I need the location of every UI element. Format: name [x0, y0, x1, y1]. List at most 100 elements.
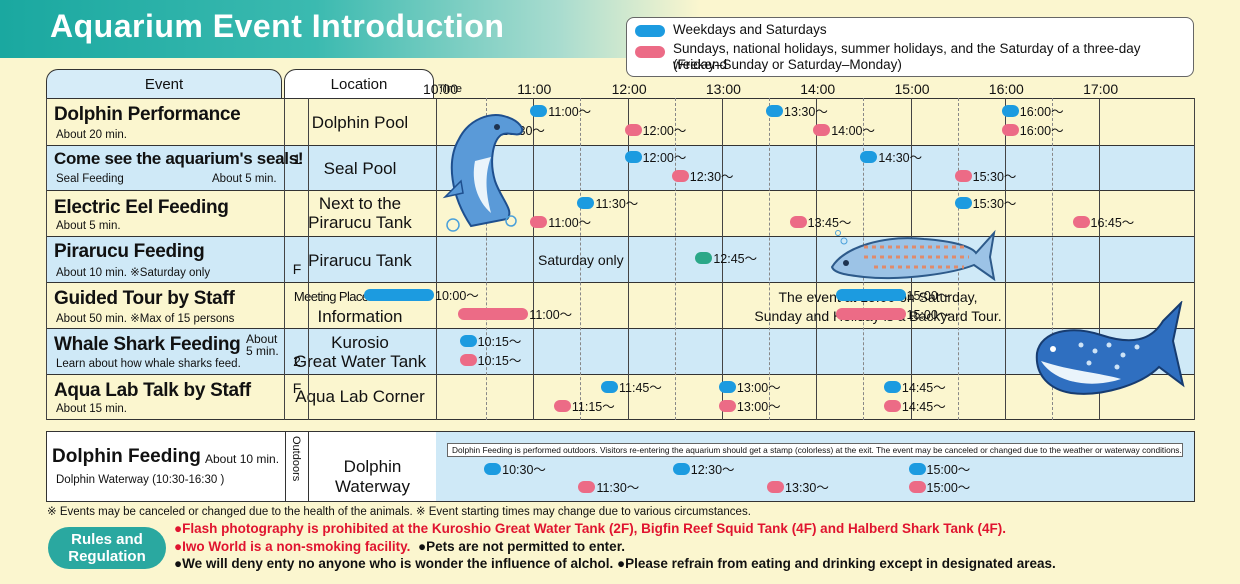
- row-dolphin-performance: Dolphin Performance About 20 min. Dolphi…: [46, 98, 1195, 145]
- time-marker-pill: [672, 463, 690, 475]
- row-seal-feeding: Come see the aquarium's seals! Seal Feed…: [46, 145, 1195, 190]
- event-name: Come see the aquarium's seals!: [54, 149, 304, 168]
- time-marker-pill: [624, 124, 642, 136]
- event-location: Pirarucu Tank: [308, 251, 412, 270]
- event-subtitle: Seal Feeding: [56, 173, 124, 185]
- event-name: Electric Eel Feeding: [54, 197, 229, 218]
- event-duration-line2: 5 min.: [246, 344, 279, 358]
- rules-badge-line1: Rules and: [71, 531, 143, 548]
- event-time: 11:00～: [458, 308, 572, 322]
- title-banner: [0, 0, 700, 58]
- time-marker-pill: [954, 197, 972, 209]
- event-time: 16:00～: [1001, 105, 1064, 119]
- event-time: 12:00～: [624, 124, 686, 138]
- time-tick: 11:00: [517, 81, 552, 97]
- row-pirarucu: Pirarucu Feeding About 10 min. ※Saturday…: [46, 236, 1195, 282]
- event-time-label: 12:30～: [690, 463, 735, 477]
- event-name: Guided Tour by Staff: [54, 288, 235, 309]
- dolphin-feeding-section: Dolphin Feeding About 10 min. Dolphin Wa…: [46, 431, 1195, 502]
- time-marker-pill: [883, 400, 901, 412]
- time-tick: 10:00: [423, 81, 459, 97]
- rule-smoking: ●Iwo World is a non-smoking facility.: [174, 539, 411, 554]
- event-time: 13:45～: [789, 216, 851, 230]
- time-marker-pill: [908, 463, 926, 475]
- event-time-label: 13:30～: [784, 105, 828, 119]
- floor-label: 1: [293, 151, 301, 167]
- event-time: 12:45～: [695, 252, 757, 266]
- event-time: 10:30～: [484, 463, 546, 477]
- event-duration: About 5 min.: [212, 173, 277, 185]
- event-time-label: 16:00～: [1019, 105, 1064, 119]
- time-marker-pill: [695, 252, 713, 264]
- time-marker-pill: [883, 381, 901, 393]
- event-time: 12:30～: [671, 170, 734, 184]
- event-description: Learn about how whale sharks feed.: [56, 358, 241, 370]
- event-time: 10:15～: [459, 335, 522, 349]
- time-tick: 17:00: [1083, 81, 1119, 97]
- event-location-line2: Great Water Tank: [293, 352, 427, 371]
- time-marker-pill: [813, 124, 831, 136]
- event-name: Pirarucu Feeding: [54, 241, 205, 262]
- time-marker-pill: [1001, 124, 1019, 136]
- time-marker-pill: [601, 381, 619, 393]
- event-time: 13:30～: [767, 481, 829, 495]
- event-time: 15:30～: [954, 170, 1016, 184]
- event-time: 14:30～: [860, 151, 922, 165]
- time-marker-pill: [624, 151, 642, 163]
- event-location: Dolphin Pool: [311, 113, 409, 132]
- event-time-label: 11:15～: [571, 400, 615, 414]
- event-time-label: 11:00～: [548, 216, 592, 230]
- time-marker-pill: [364, 289, 434, 301]
- event-duration: About 5 min.: [56, 220, 121, 232]
- time-marker-pill: [578, 481, 596, 493]
- event-name: Whale Shark Feeding: [54, 334, 241, 355]
- legend-holiday-swatch: [635, 46, 665, 58]
- event-time-label: 15:00～: [906, 289, 951, 303]
- event-name: Aqua Lab Talk by Staff: [54, 380, 251, 401]
- header-location: Location: [284, 69, 434, 98]
- dolphin-feeding-duration: About 10 min.: [205, 452, 280, 466]
- time-tick: 14:00: [800, 81, 836, 97]
- row-electric-eel: Electric Eel Feeding About 5 min. Next t…: [46, 190, 1195, 236]
- time-marker-pill: [767, 481, 785, 493]
- event-time-label: 13:30～: [785, 481, 829, 495]
- time-marker-pill: [908, 481, 926, 493]
- event-time: 16:45～: [1072, 216, 1134, 230]
- event-time-label: 10:15～: [477, 354, 522, 368]
- time-marker-pill: [860, 151, 878, 163]
- time-marker-pill: [577, 197, 595, 209]
- event-time-label: 14:45～: [901, 400, 946, 414]
- event-duration: About 10 min. ※Saturday only: [56, 267, 211, 279]
- event-time-label: 10:15～: [477, 335, 522, 349]
- time-tick: 12:00: [611, 81, 647, 97]
- dolphin-feeding-subtitle: Dolphin Waterway (10:30-16:30 ): [56, 474, 225, 486]
- event-time-label: 16:00～: [1019, 124, 1064, 138]
- event-time-label: 14:00～: [831, 124, 875, 138]
- event-time: 11:30～: [578, 481, 639, 495]
- dolphin-feeding-name: Dolphin Feeding: [52, 446, 201, 467]
- saturday-only-label: Saturday only: [538, 252, 624, 268]
- time-marker-pill: [458, 308, 529, 320]
- dolphin-illustration: [442, 114, 524, 232]
- rule-alcohol-food: ●We will deny enty no anyone who is wond…: [174, 556, 1056, 571]
- time-marker-pill: [835, 308, 906, 320]
- event-time-label: 11:30～: [596, 481, 640, 495]
- event-time-label: 14:30～: [878, 151, 923, 165]
- event-time: 10:15～: [459, 354, 522, 368]
- legend-weekday-swatch: [635, 25, 665, 37]
- event-time-label: 12:30～: [689, 170, 734, 184]
- event-time: 14:45～: [883, 381, 946, 395]
- legend-holiday-label: Sundays, national holidays, summer holid…: [673, 41, 1141, 72]
- dolphin-feeding-note: Dolphin Feeding is performed outdoors. V…: [447, 443, 1183, 457]
- time-marker-pill: [459, 335, 477, 347]
- dolphin-feeding-location: Dolphin Waterway: [335, 457, 410, 496]
- event-time-label: 15:30～: [972, 197, 1017, 211]
- event-time-label: 15:00～: [926, 463, 971, 477]
- event-time: 15:00～: [908, 463, 971, 477]
- time-tick: 16:00: [988, 81, 1024, 97]
- header-time: Time: [438, 83, 463, 95]
- event-time: 15:00～: [835, 308, 950, 322]
- time-marker-pill: [789, 216, 807, 228]
- event-duration-line1: About: [246, 332, 278, 346]
- time-marker-pill: [1001, 105, 1019, 117]
